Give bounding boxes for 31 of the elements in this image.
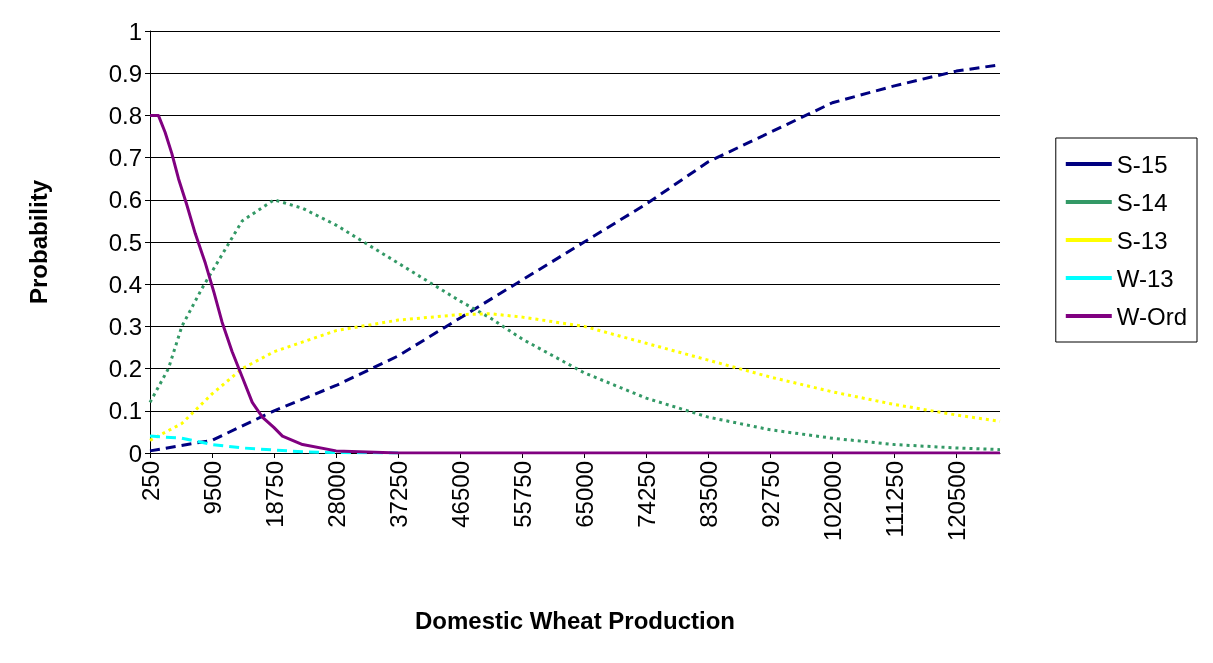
x-tick-label: 111250 — [880, 461, 908, 538]
y-tick-label: 0.7 — [108, 144, 142, 172]
y-tick-label: 0.8 — [108, 101, 142, 129]
x-tick-label: 83500 — [694, 461, 722, 528]
y-tick-label: 0.1 — [108, 397, 142, 425]
y-tick-label: 0.6 — [108, 186, 142, 214]
x-tick-label: 102000 — [818, 461, 846, 542]
x-tick-label: 9500 — [198, 461, 226, 515]
x-tick-label: 65000 — [570, 461, 598, 528]
y-tick-label: 1 — [128, 17, 142, 45]
x-tick-label: 46500 — [446, 461, 474, 528]
line-series — [148, 198, 1002, 452]
x-tick-label: 55750 — [508, 461, 536, 528]
y-tick-label: 0.5 — [108, 228, 142, 256]
legend-label: W-Ord — [1116, 302, 1187, 330]
x-tick-label: 120500 — [942, 461, 970, 542]
y-tick-label: 0.2 — [108, 355, 142, 383]
x-tick-label: 28000 — [322, 461, 350, 528]
y-tick-label: 0.9 — [108, 59, 142, 87]
x-tick-label: 92750 — [756, 461, 784, 528]
x-axis-title: Domestic Wheat Production — [414, 606, 736, 634]
legend-label: S-14 — [1116, 188, 1168, 216]
y-tick-label: 0.3 — [108, 312, 142, 340]
x-tick-label: 18750 — [260, 461, 288, 528]
y-tick-label: 0.4 — [108, 270, 142, 298]
legend-label: S-15 — [1116, 150, 1168, 178]
legend-label: S-13 — [1116, 226, 1168, 254]
legend-label: W-13 — [1116, 264, 1174, 292]
x-tick-label: 74250 — [632, 461, 660, 528]
y-axis-title: Probability — [24, 179, 52, 305]
x-tick-label: 37250 — [384, 461, 412, 528]
